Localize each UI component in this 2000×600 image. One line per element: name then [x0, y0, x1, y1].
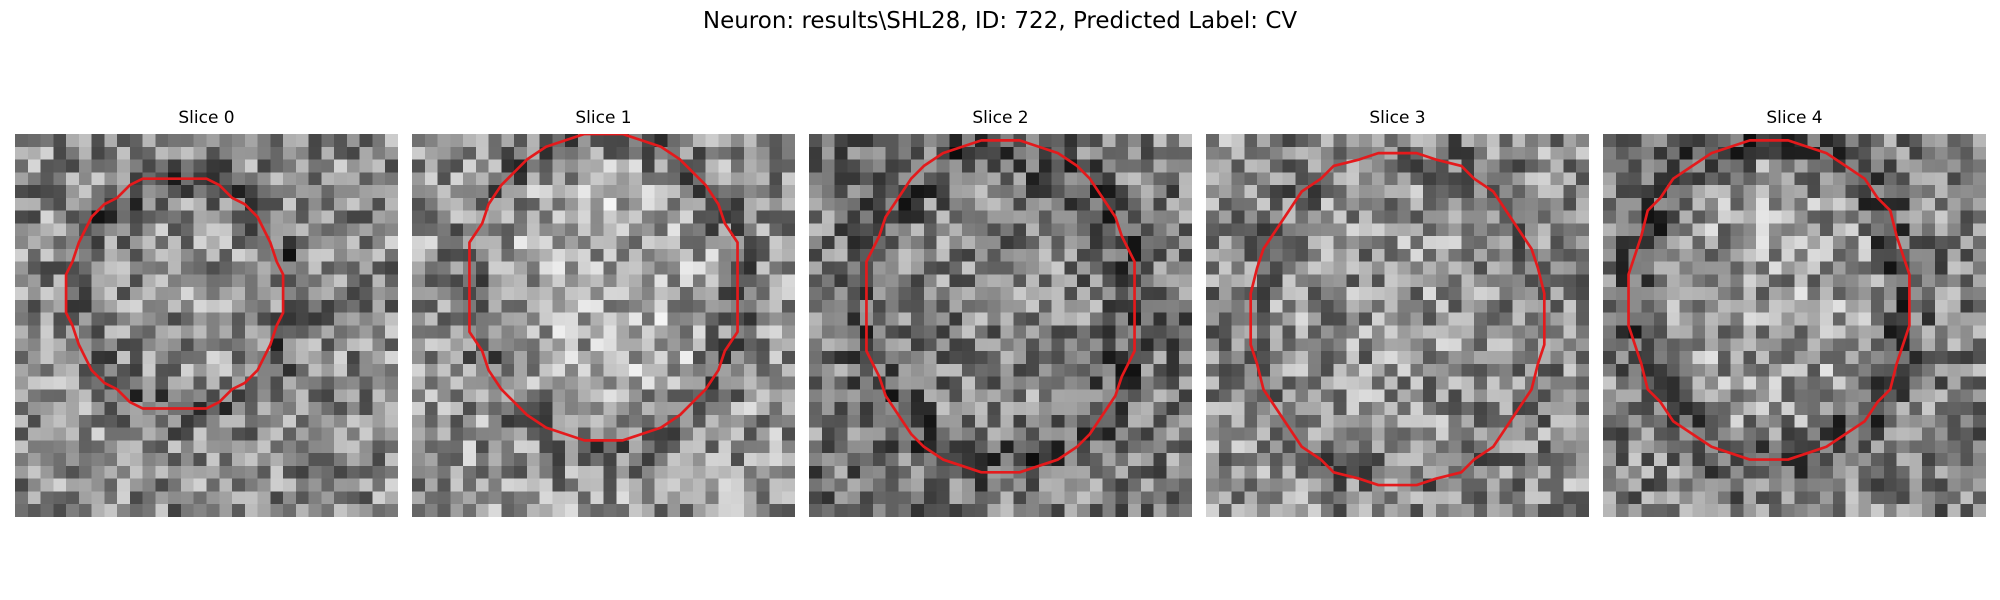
slice-panel-0: Slice 0 — [15, 108, 398, 518]
slice-panel-4: Slice 4 — [1603, 108, 1986, 518]
slice-title: Slice 3 — [1369, 108, 1426, 128]
slice-image — [412, 134, 795, 517]
grayscale-pixel-grid — [809, 134, 1192, 517]
slice-title: Slice 2 — [972, 108, 1029, 128]
roi-contour — [64, 177, 285, 410]
grayscale-pixel-grid — [1603, 134, 1986, 517]
slice-title: Slice 1 — [575, 108, 632, 128]
roi-contour — [468, 134, 739, 442]
slice-title: Slice 0 — [178, 108, 235, 128]
slice-image — [1206, 134, 1589, 517]
slice-panel-3: Slice 3 — [1206, 108, 1589, 518]
roi-contour — [865, 139, 1136, 474]
slice-image — [1603, 134, 1986, 517]
roi-contour — [1249, 151, 1546, 487]
grayscale-pixel-grid — [412, 134, 795, 517]
grayscale-pixel-grid — [1206, 134, 1589, 517]
grayscale-pixel-grid — [15, 134, 398, 517]
roi-contour — [1627, 139, 1911, 461]
slice-image — [15, 134, 398, 517]
slice-panel-1: Slice 1 — [412, 108, 795, 518]
slice-image — [809, 134, 1192, 517]
slice-panel-2: Slice 2 — [809, 108, 1192, 518]
figure-title: Neuron: results\SHL28, ID: 722, Predicte… — [702, 8, 1298, 34]
slice-title: Slice 4 — [1766, 108, 1823, 128]
